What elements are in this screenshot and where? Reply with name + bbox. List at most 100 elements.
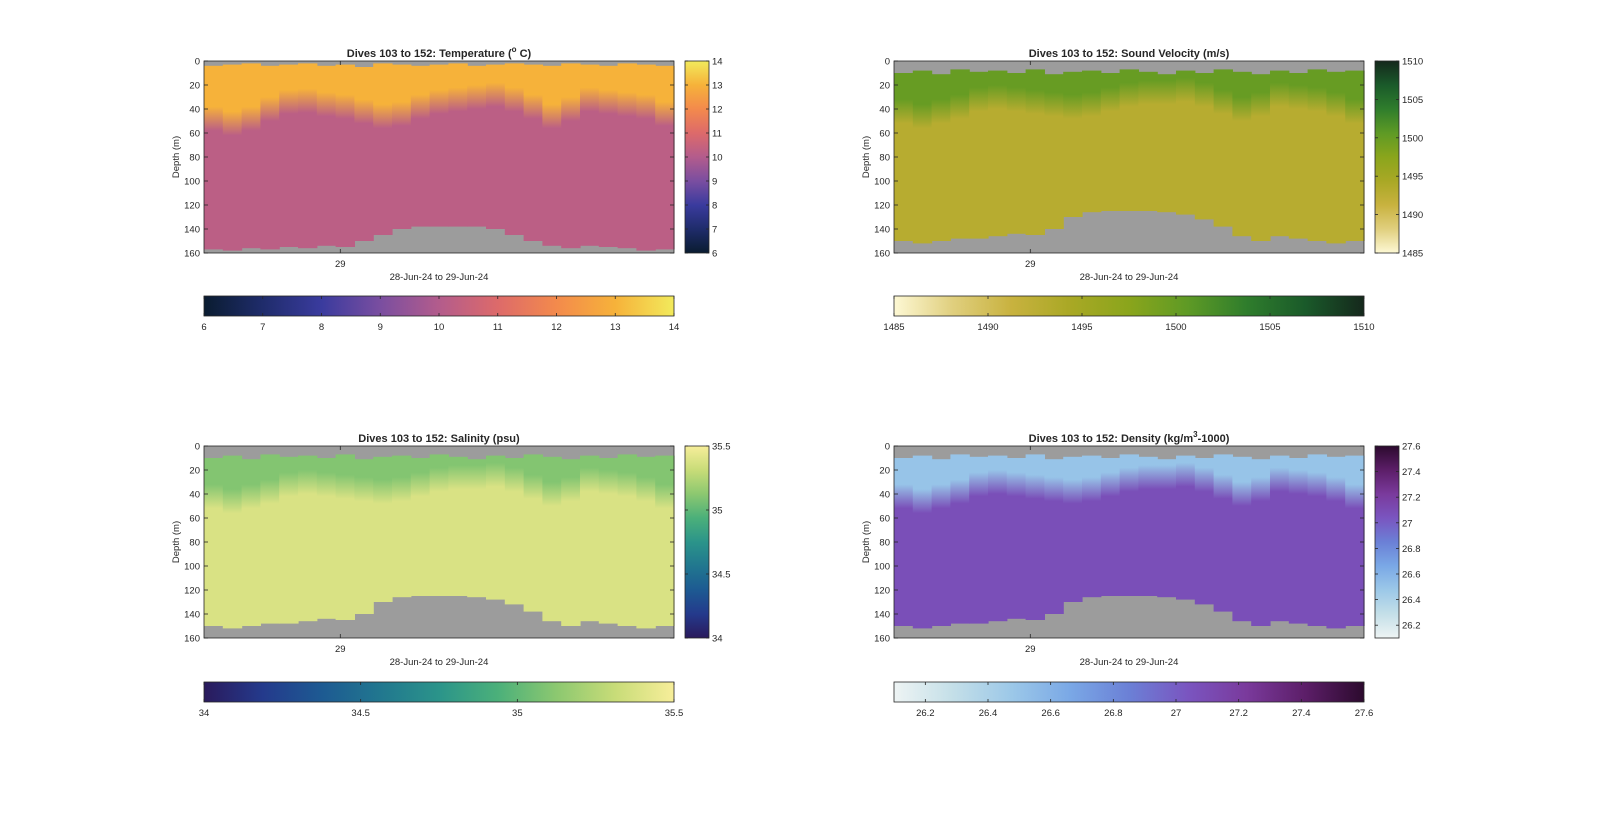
colorbar-tick-label: 35.5 [712, 442, 731, 453]
colorbar-tick-label: 1490 [1402, 210, 1423, 221]
dive-profile-column [1100, 458, 1121, 596]
chart-panel-3: 0 20 40 60 80 100 120 140 160 29 28-Jun-24 to 29-J… [171, 433, 731, 719]
dive-profile-column [504, 458, 525, 605]
y-tick-label: 160 [874, 634, 890, 645]
dive-profile-column [1288, 458, 1309, 624]
hbar-tick-label: 8 [319, 322, 324, 333]
hbar-tick-label: 6 [201, 322, 206, 333]
y-tick-label: 40 [189, 105, 200, 116]
hbar-tick-label: 1485 [883, 322, 904, 333]
dive-profile-column [1138, 71, 1158, 211]
y-tick-label: 80 [189, 153, 200, 164]
dive-profile-column [222, 455, 243, 629]
dive-profile-column [1270, 455, 1290, 622]
dive-profile-column [912, 70, 933, 244]
y-tick-label: 100 [184, 177, 200, 188]
dive-profile-column [316, 65, 337, 246]
dive-profile-column [1025, 454, 1045, 620]
y-tick-label: 0 [885, 57, 890, 68]
colorbar-horizontal [203, 681, 675, 703]
y-tick-label: 60 [879, 129, 890, 140]
hbar-tick-label: 14 [669, 322, 680, 333]
colorbar-tick-label: 6 [712, 249, 717, 260]
hbar-tick-label: 34 [199, 708, 210, 719]
y-axis-label: Depth (m) [171, 521, 182, 563]
colorbar-tick-label: 26.2 [1402, 621, 1421, 632]
dive-profile-column [1213, 454, 1233, 612]
y-tick-label: 160 [184, 249, 200, 260]
x-tick-label: 29 [335, 644, 346, 655]
dive-profile-column [1213, 69, 1233, 227]
dive-profile-column [1157, 459, 1177, 598]
dive-profile-column [1006, 458, 1027, 619]
dive-profile-column [260, 65, 280, 250]
hbar-tick-label: 34.5 [351, 708, 370, 719]
chart-title: Dives 103 to 152: Density (kg/m3-1000) [1029, 430, 1230, 445]
dive-profile-column [561, 63, 581, 249]
hbar-tick-label: 27 [1171, 708, 1182, 719]
dive-profile-column [298, 455, 318, 622]
dive-profile-column [1119, 69, 1139, 212]
x-tick-label: 29 [1025, 644, 1036, 655]
y-tick-label: 20 [879, 81, 890, 92]
colorbar-tick-label: 10 [712, 153, 723, 164]
x-axis-label: 28-Jun-24 to 29-Jun-24 [1080, 657, 1179, 668]
colorbar-tick-label: 1485 [1402, 249, 1423, 260]
dive-profile-column [1194, 458, 1215, 605]
y-tick-label: 60 [189, 514, 200, 525]
hbar-tick-label: 1490 [977, 322, 998, 333]
dive-profile-column [448, 456, 468, 596]
dive-profile-column [931, 74, 951, 241]
colorbar-tick-label: 35 [712, 506, 723, 517]
dive-profile-column [1063, 71, 1083, 217]
dive-profile-column [1288, 73, 1309, 239]
x-tick-label: 29 [335, 259, 346, 270]
dive-profile-column [655, 65, 675, 250]
dive-profile-column [523, 454, 543, 612]
dive-profile-column [467, 65, 487, 227]
dive-profile-column [655, 455, 675, 626]
colorbar-tick-label: 1500 [1402, 133, 1423, 144]
hbar-tick-label: 26.2 [916, 708, 935, 719]
dive-profile-column [1326, 71, 1346, 244]
dive-profile-column [1176, 70, 1196, 215]
hbar-tick-label: 27.2 [1229, 708, 1248, 719]
y-tick-label: 100 [874, 177, 890, 188]
hbar-tick-label: 35 [512, 708, 523, 719]
colorbar-vertical [684, 445, 710, 639]
dive-profile-column [1232, 71, 1252, 237]
hbar-tick-label: 26.4 [979, 708, 998, 719]
dive-profile-column [392, 64, 412, 229]
dive-profile-column [241, 63, 261, 249]
dive-profile-column [1025, 69, 1045, 236]
dive-profile-column [298, 63, 318, 249]
dive-profile-column [204, 65, 224, 250]
dive-profile-column [894, 73, 914, 241]
y-tick-label: 40 [879, 105, 890, 116]
dive-profile-column [1100, 73, 1121, 211]
dive-profile-column [969, 71, 989, 239]
hbar-tick-label: 1510 [1353, 322, 1374, 333]
y-axis-label: Depth (m) [861, 521, 872, 563]
chart-panel-1: 0 20 40 60 80 100 120 140 160 29 28-Jun-24 to 29-J… [171, 45, 723, 333]
dive-profile-column [429, 64, 449, 227]
y-tick-label: 120 [874, 201, 890, 212]
dive-profile-column [1194, 73, 1215, 220]
dive-profile-column [204, 458, 224, 626]
colorbar-vertical [1374, 445, 1400, 639]
chart-title: Dives 103 to 152: Sound Velocity (m/s) [1029, 48, 1230, 60]
colorbar-tick-label: 26.8 [1402, 544, 1421, 555]
y-tick-label: 0 [885, 442, 890, 453]
dive-profile-column [542, 65, 562, 246]
dive-profile-column [617, 454, 637, 626]
colorbar-tick-label: 27.2 [1402, 493, 1421, 504]
dive-profile-column [1044, 459, 1064, 614]
y-tick-label: 140 [184, 225, 200, 236]
y-tick-label: 100 [874, 562, 890, 573]
y-tick-label: 80 [189, 538, 200, 549]
dive-profile-column [950, 454, 970, 624]
y-tick-label: 40 [879, 490, 890, 501]
y-tick-label: 0 [195, 442, 200, 453]
dive-profile-column [1251, 459, 1271, 626]
